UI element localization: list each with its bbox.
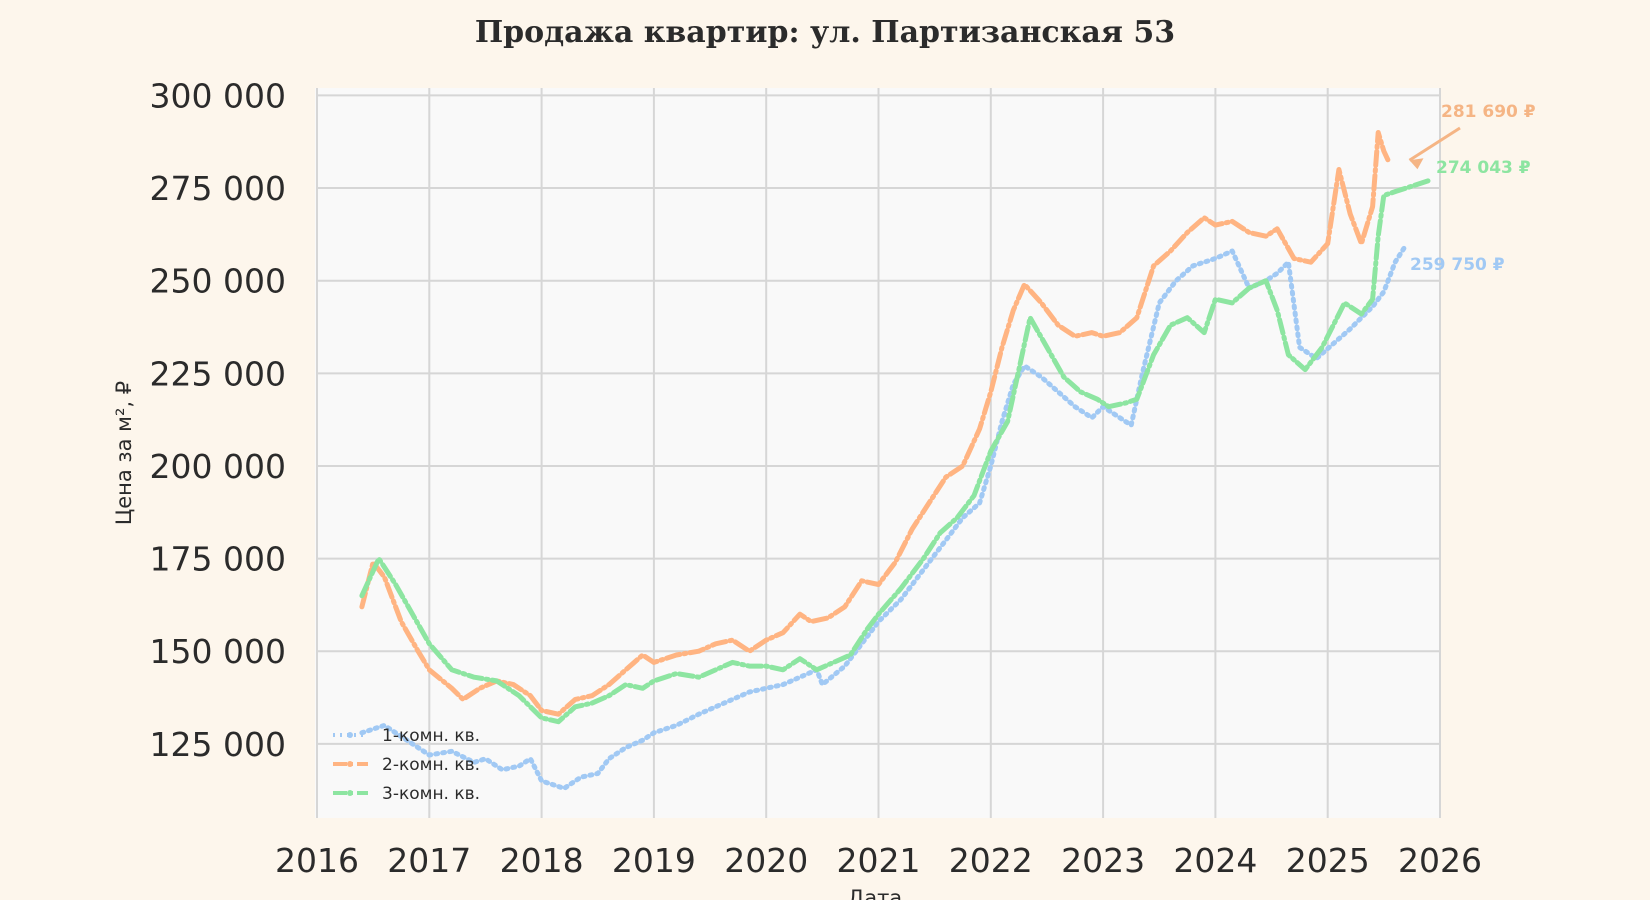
x-tick-label: 2020 (724, 841, 808, 880)
x-tick-label: 2025 (1286, 841, 1370, 880)
x-tick-label: 2016 (275, 841, 359, 880)
x-tick-label: 2022 (949, 841, 1033, 880)
x-tick-label: 2023 (1061, 841, 1145, 880)
x-tick-label: 2021 (837, 841, 921, 880)
series-line-2 (359, 130, 1392, 717)
y-tick-label: 300 000 (150, 76, 286, 115)
annotation-1room: 259 750 ₽ (1410, 255, 1505, 275)
annotation-3room: 274 043 ₽ (1436, 158, 1531, 178)
y-axis-label: Цена за м², ₽ (112, 381, 136, 525)
y-tick-label: 225 000 (150, 354, 286, 393)
series-line-3 (359, 178, 1432, 725)
y-tick-label: 275 000 (150, 169, 286, 208)
x-tick-label: 2017 (387, 841, 471, 880)
y-tick-label: 125 000 (150, 725, 286, 764)
x-axis-label: Дата (848, 886, 902, 900)
y-tick-label: 175 000 (150, 540, 286, 579)
chart-title: Продажа квартир: ул. Партизанская 53 (475, 15, 1175, 50)
annotation-2room: 281 690 ₽ (1441, 102, 1536, 122)
legend: 1-комн. кв. 2-комн. кв. 3-комн. кв. (333, 726, 480, 804)
x-tick-labels: 2016 2017 2018 2019 2020 2021 2022 2023 2024 2025… (275, 841, 1482, 880)
price-annotations: 281 690 ₽ 274 043 ₽ 259 750 ₽ (1408, 102, 1536, 275)
y-tick-labels: 125 000 150 000 175 000 200 000 225 000 250 0… (150, 76, 286, 763)
grid-lines (316, 88, 1441, 818)
y-tick-label: 200 000 (150, 447, 286, 486)
legend-marker-3 (347, 790, 353, 796)
legend-label-2: 2-комн. кв. (382, 755, 480, 775)
series-lines (359, 130, 1432, 791)
legend-marker-1 (347, 732, 353, 738)
x-tick-label: 2026 (1398, 841, 1482, 880)
x-tick-label: 2024 (1173, 841, 1257, 880)
annotation-arrow (1408, 126, 1461, 162)
legend-marker-2 (347, 761, 353, 767)
y-tick-label: 250 000 (150, 262, 286, 301)
legend-label-3: 3-комн. кв. (382, 784, 480, 804)
y-tick-label: 150 000 (150, 632, 286, 671)
legend-label-1: 1-комн. кв. (382, 726, 480, 746)
x-tick-label: 2019 (612, 841, 696, 880)
x-tick-label: 2018 (500, 841, 584, 880)
annotation-arrowhead (1409, 158, 1424, 170)
